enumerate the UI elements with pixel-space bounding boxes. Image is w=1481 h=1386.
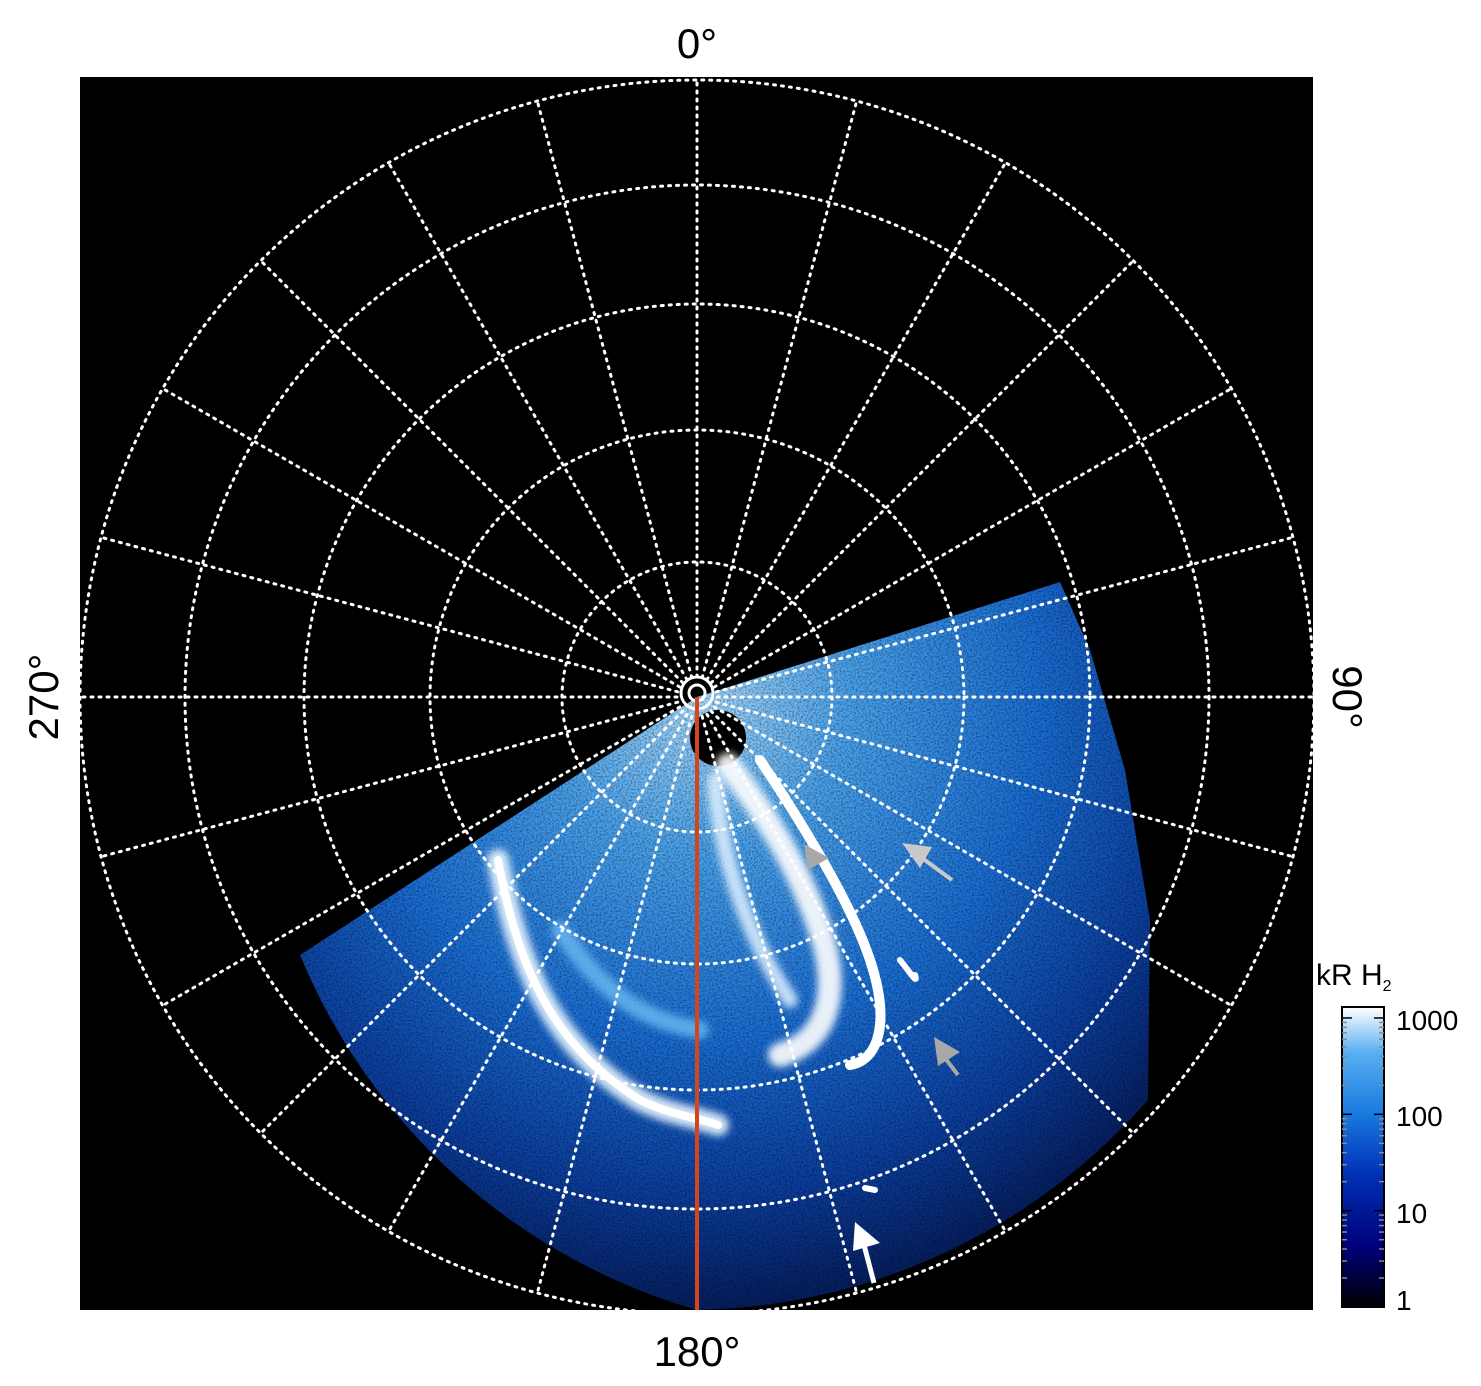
meridian-line xyxy=(714,535,1295,694)
label-top: 0° xyxy=(677,20,717,67)
colorbar: kR H2 1000 100 10 1 xyxy=(1316,959,1458,1316)
colorbar-tick-label: 10 xyxy=(1396,1198,1427,1229)
colorbar-gradient xyxy=(1341,1006,1385,1308)
meridian-line xyxy=(99,535,680,694)
meridian-line xyxy=(535,99,694,680)
meridian-line xyxy=(99,700,680,859)
gray-arrow-3 xyxy=(934,1037,960,1077)
label-left: 270° xyxy=(20,654,67,741)
label-bottom: 180° xyxy=(654,1328,741,1375)
meridian-line xyxy=(712,387,1233,689)
colorbar-tick-label: 1000 xyxy=(1396,1005,1458,1036)
colorbar-tick-label: 1 xyxy=(1396,1285,1412,1316)
meridian-line xyxy=(714,700,1295,859)
colorbar-ticks xyxy=(1342,1017,1384,1308)
colorbar-tick-label: 100 xyxy=(1396,1101,1443,1132)
meridian-line xyxy=(705,712,1007,1233)
longitude-lines xyxy=(80,78,1313,1310)
white-arrow xyxy=(853,1222,880,1284)
meridian-line xyxy=(700,99,859,680)
gray-arrow-2 xyxy=(902,843,954,882)
meridian-line xyxy=(387,161,689,682)
meridian-line xyxy=(709,259,1135,685)
meridian-line xyxy=(387,712,689,1233)
meridian-line xyxy=(700,714,859,1295)
meridian-line xyxy=(709,709,1135,1135)
meridian-line xyxy=(259,259,685,685)
label-right: 90° xyxy=(1324,665,1371,729)
meridian-line xyxy=(161,387,682,689)
meridian-line xyxy=(712,705,1233,1007)
colorbar-title: kR H2 xyxy=(1316,959,1392,995)
noise-texture xyxy=(300,582,1150,1310)
meridian-line xyxy=(259,709,685,1135)
meridian-line xyxy=(705,161,1007,682)
meridian-line xyxy=(535,714,694,1295)
meridian-line xyxy=(161,705,682,1007)
gray-arrow-1 xyxy=(804,844,829,870)
